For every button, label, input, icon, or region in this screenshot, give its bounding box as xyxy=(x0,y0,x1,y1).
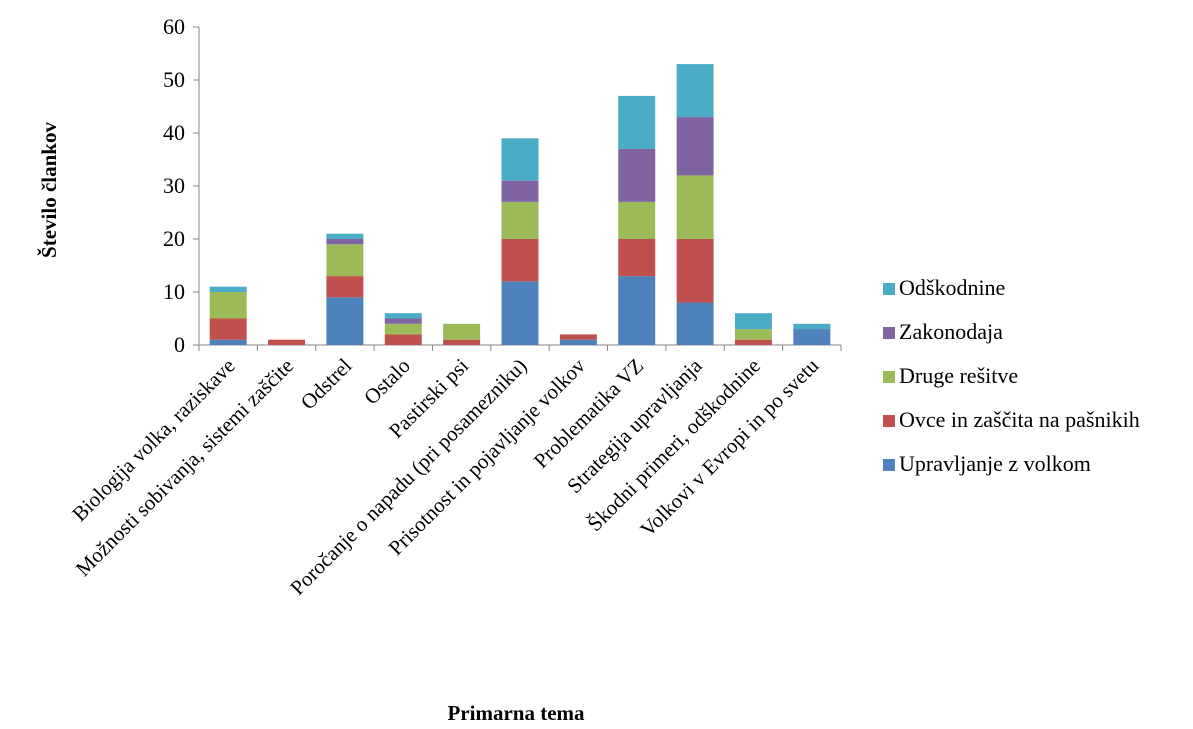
bar-segment xyxy=(209,292,247,319)
bar-segment xyxy=(209,339,247,345)
bar-segment xyxy=(676,239,714,303)
bar-segment xyxy=(618,95,656,149)
bar-segment xyxy=(793,329,831,345)
bar-segment xyxy=(443,323,481,340)
bar-segment xyxy=(384,334,422,345)
bar-segment xyxy=(384,318,422,324)
bar-segment xyxy=(268,339,306,345)
legend-swatch xyxy=(883,327,895,339)
bar-segment xyxy=(618,201,656,239)
y-tick-label: 40 xyxy=(163,120,185,145)
legend-label: Ovce in zaščita na pašnikih xyxy=(899,407,1140,432)
x-axis-title: Primarna tema xyxy=(447,701,585,725)
y-axis-title: Število člankov xyxy=(37,122,61,258)
bar-segment xyxy=(384,313,422,319)
y-tick-label: 10 xyxy=(163,279,185,304)
legend-label: Zakonodaja xyxy=(899,319,1003,344)
bar-segment xyxy=(559,339,597,345)
bar-segment xyxy=(326,276,364,298)
bar-segment xyxy=(676,302,714,345)
bar-segment xyxy=(326,239,364,245)
bar-segment xyxy=(676,117,714,176)
legend-label: Upravljanje z volkom xyxy=(899,451,1091,476)
y-tick-label: 50 xyxy=(163,67,185,92)
legend-label: Druge rešitve xyxy=(899,363,1018,388)
bar-segment xyxy=(734,329,772,340)
bar-segment xyxy=(326,233,364,239)
bar-segment xyxy=(384,323,422,335)
legend-swatch xyxy=(883,459,895,471)
bar-segment xyxy=(676,175,714,239)
bar-segment xyxy=(618,276,656,345)
legend-swatch xyxy=(883,283,895,295)
legend-label: Odškodnine xyxy=(899,275,1005,300)
y-tick-label: 0 xyxy=(174,332,185,357)
bar-segment xyxy=(326,297,364,345)
bar-segment xyxy=(501,180,539,202)
legend-swatch xyxy=(883,371,895,383)
bar-segment xyxy=(676,64,714,118)
bar-segment xyxy=(501,201,539,239)
bar-segment xyxy=(326,244,364,277)
y-tick-label: 30 xyxy=(163,173,185,198)
y-tick-label: 20 xyxy=(163,226,185,251)
bar-segment xyxy=(734,313,772,330)
bar-segment xyxy=(209,318,247,340)
y-tick-label: 60 xyxy=(163,14,185,39)
bar-segment xyxy=(443,339,481,345)
legend-swatch xyxy=(883,415,895,427)
bar-segment xyxy=(618,148,656,202)
bar-segment xyxy=(618,239,656,277)
y-axis: 0 10 20 30 40 50 60 xyxy=(163,14,200,357)
x-tick-label: Ostalo xyxy=(359,354,415,410)
bars xyxy=(209,64,831,345)
bar-segment xyxy=(734,339,772,345)
bar-segment xyxy=(559,334,597,340)
legend: Odškodnine Zakonodaja Druge rešitve Ovce in… xyxy=(883,275,1140,476)
bar-segment xyxy=(501,239,539,282)
x-tick-label: Odstrel xyxy=(296,353,357,414)
bar-segment xyxy=(501,138,539,181)
bar-segment xyxy=(209,286,247,292)
bar-segment xyxy=(501,281,539,345)
bar-segment xyxy=(793,323,831,330)
x-tick-label: Možnosti sobivanja, sistemi zaščite xyxy=(71,354,298,581)
